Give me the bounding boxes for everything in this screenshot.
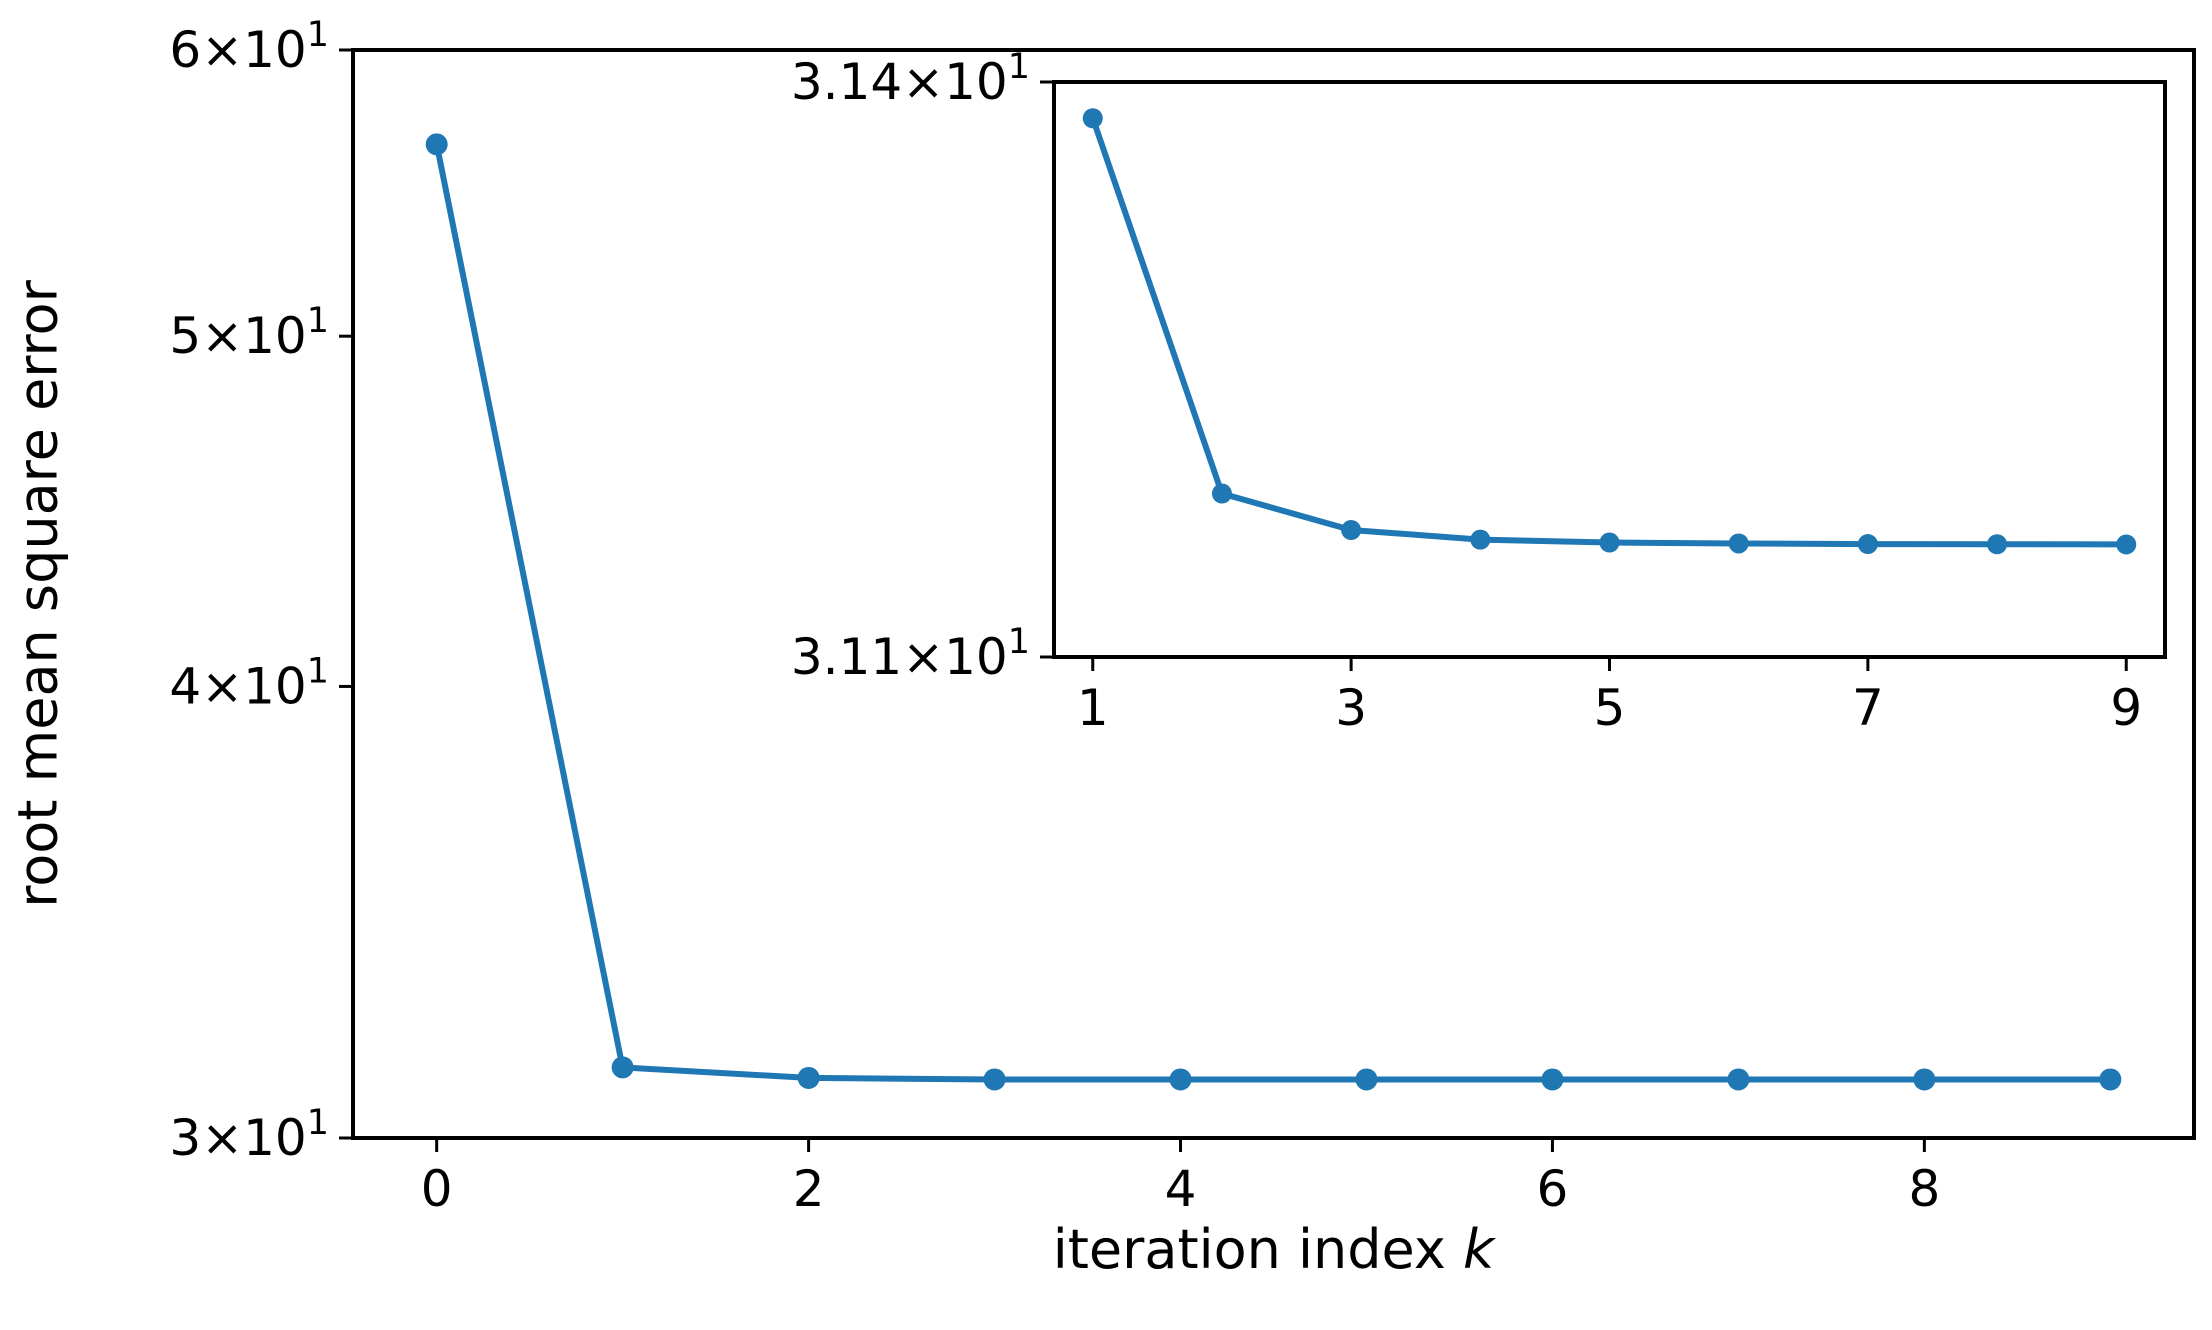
data-point bbox=[1987, 534, 2008, 555]
tick-times: × bbox=[902, 628, 944, 686]
x-tick-label: 3 bbox=[1335, 679, 1367, 737]
x-tick-label: 4 bbox=[1165, 1160, 1197, 1218]
tick-exponent: 1 bbox=[1008, 622, 1030, 662]
tick-exponent: 1 bbox=[307, 651, 329, 691]
data-point bbox=[425, 133, 448, 156]
data-point bbox=[1169, 1068, 1192, 1091]
data-point bbox=[1541, 1068, 1564, 1091]
tick-mantissa: 3.11 bbox=[791, 628, 902, 686]
tick-times: × bbox=[201, 21, 243, 79]
data-point bbox=[797, 1066, 820, 1089]
tick-times: × bbox=[201, 1109, 243, 1167]
y-tick-label: 3×101 bbox=[169, 1103, 329, 1167]
tick-exponent: 1 bbox=[307, 301, 329, 341]
data-point bbox=[2116, 534, 2137, 555]
y-tick-label: 3.11×101 bbox=[791, 622, 1030, 686]
tick-base: 10 bbox=[243, 657, 307, 715]
data-point bbox=[1727, 1068, 1750, 1091]
tick-base: 10 bbox=[944, 53, 1008, 111]
x-tick-label: 5 bbox=[1594, 679, 1626, 737]
tick-times: × bbox=[201, 307, 243, 365]
data-point bbox=[1082, 108, 1103, 129]
plot-frame bbox=[351, 48, 2196, 1140]
data-point bbox=[1913, 1068, 1936, 1091]
x-tick-label: 8 bbox=[1908, 1160, 1940, 1218]
tick-base: 10 bbox=[944, 628, 1008, 686]
y-tick-label: 3.14×101 bbox=[791, 47, 1030, 111]
x-tick-label: 6 bbox=[1537, 1160, 1569, 1218]
tick-base: 10 bbox=[243, 1109, 307, 1167]
y-tick-label: 5×101 bbox=[169, 301, 329, 365]
tick-mantissa: 3.14 bbox=[791, 53, 902, 111]
y-tick-label: 6×101 bbox=[169, 15, 329, 79]
tick-mantissa: 4 bbox=[169, 657, 201, 715]
x-tick-label: 0 bbox=[421, 1160, 453, 1218]
x-tick-label: 1 bbox=[1077, 679, 1109, 737]
data-point bbox=[1728, 533, 1749, 554]
tick-exponent: 1 bbox=[307, 15, 329, 55]
data-point bbox=[1599, 532, 1620, 553]
series-line bbox=[1089, 117, 2127, 548]
tick-mantissa: 6 bbox=[169, 21, 201, 79]
tick-mantissa: 5 bbox=[169, 307, 201, 365]
x-tick-label: 2 bbox=[793, 1160, 825, 1218]
series-line bbox=[433, 143, 2111, 1083]
tick-base: 10 bbox=[243, 307, 307, 365]
tick-exponent: 1 bbox=[307, 1103, 329, 1143]
tick-mantissa: 3 bbox=[169, 1109, 201, 1167]
x-tick-label: 7 bbox=[1852, 679, 1884, 737]
x-tick-label: 9 bbox=[2110, 679, 2142, 737]
data-point bbox=[2099, 1068, 2122, 1091]
y-axis-label: root mean square error bbox=[7, 279, 70, 907]
data-point bbox=[1857, 534, 1878, 555]
tick-base: 10 bbox=[243, 21, 307, 79]
data-point bbox=[1341, 520, 1362, 541]
data-point bbox=[611, 1056, 634, 1079]
x-axis-label-text: iteration index bbox=[1053, 1218, 1463, 1281]
tick-times: × bbox=[201, 657, 243, 715]
x-axis-label: iteration index k bbox=[1053, 1218, 1497, 1281]
data-point bbox=[1211, 483, 1232, 504]
data-point bbox=[1470, 529, 1491, 550]
plot-frame bbox=[1052, 80, 2167, 659]
data-point bbox=[1355, 1068, 1378, 1091]
data-point bbox=[983, 1068, 1006, 1091]
x-axis-label-variable: k bbox=[1463, 1218, 1497, 1281]
tick-times: × bbox=[902, 53, 944, 111]
y-tick-label: 4×101 bbox=[169, 651, 329, 715]
tick-exponent: 1 bbox=[1008, 47, 1030, 87]
